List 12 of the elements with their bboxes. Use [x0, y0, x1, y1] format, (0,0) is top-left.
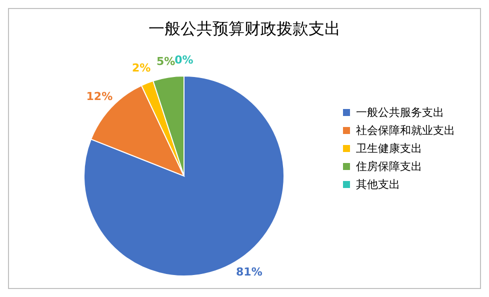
legend-label: 社会保障和就业支出 — [356, 122, 455, 138]
data-label: 12% — [86, 90, 113, 104]
text: 0% — [174, 54, 194, 66]
legend-label: 住房保障支出 — [356, 158, 422, 174]
data-label: 5% — [156, 54, 176, 68]
legend-label: 其他支出 — [356, 176, 400, 192]
legend-label: 一般公共服务支出 — [356, 104, 444, 120]
chart-title: 一般公共预算财政拨款支出 — [148, 19, 342, 40]
legend-label: 卫生健康支出 — [356, 140, 422, 156]
data-label: 2% — [132, 62, 151, 75]
data-label: 81% — [236, 265, 262, 278]
pie-slice — [84, 76, 284, 276]
